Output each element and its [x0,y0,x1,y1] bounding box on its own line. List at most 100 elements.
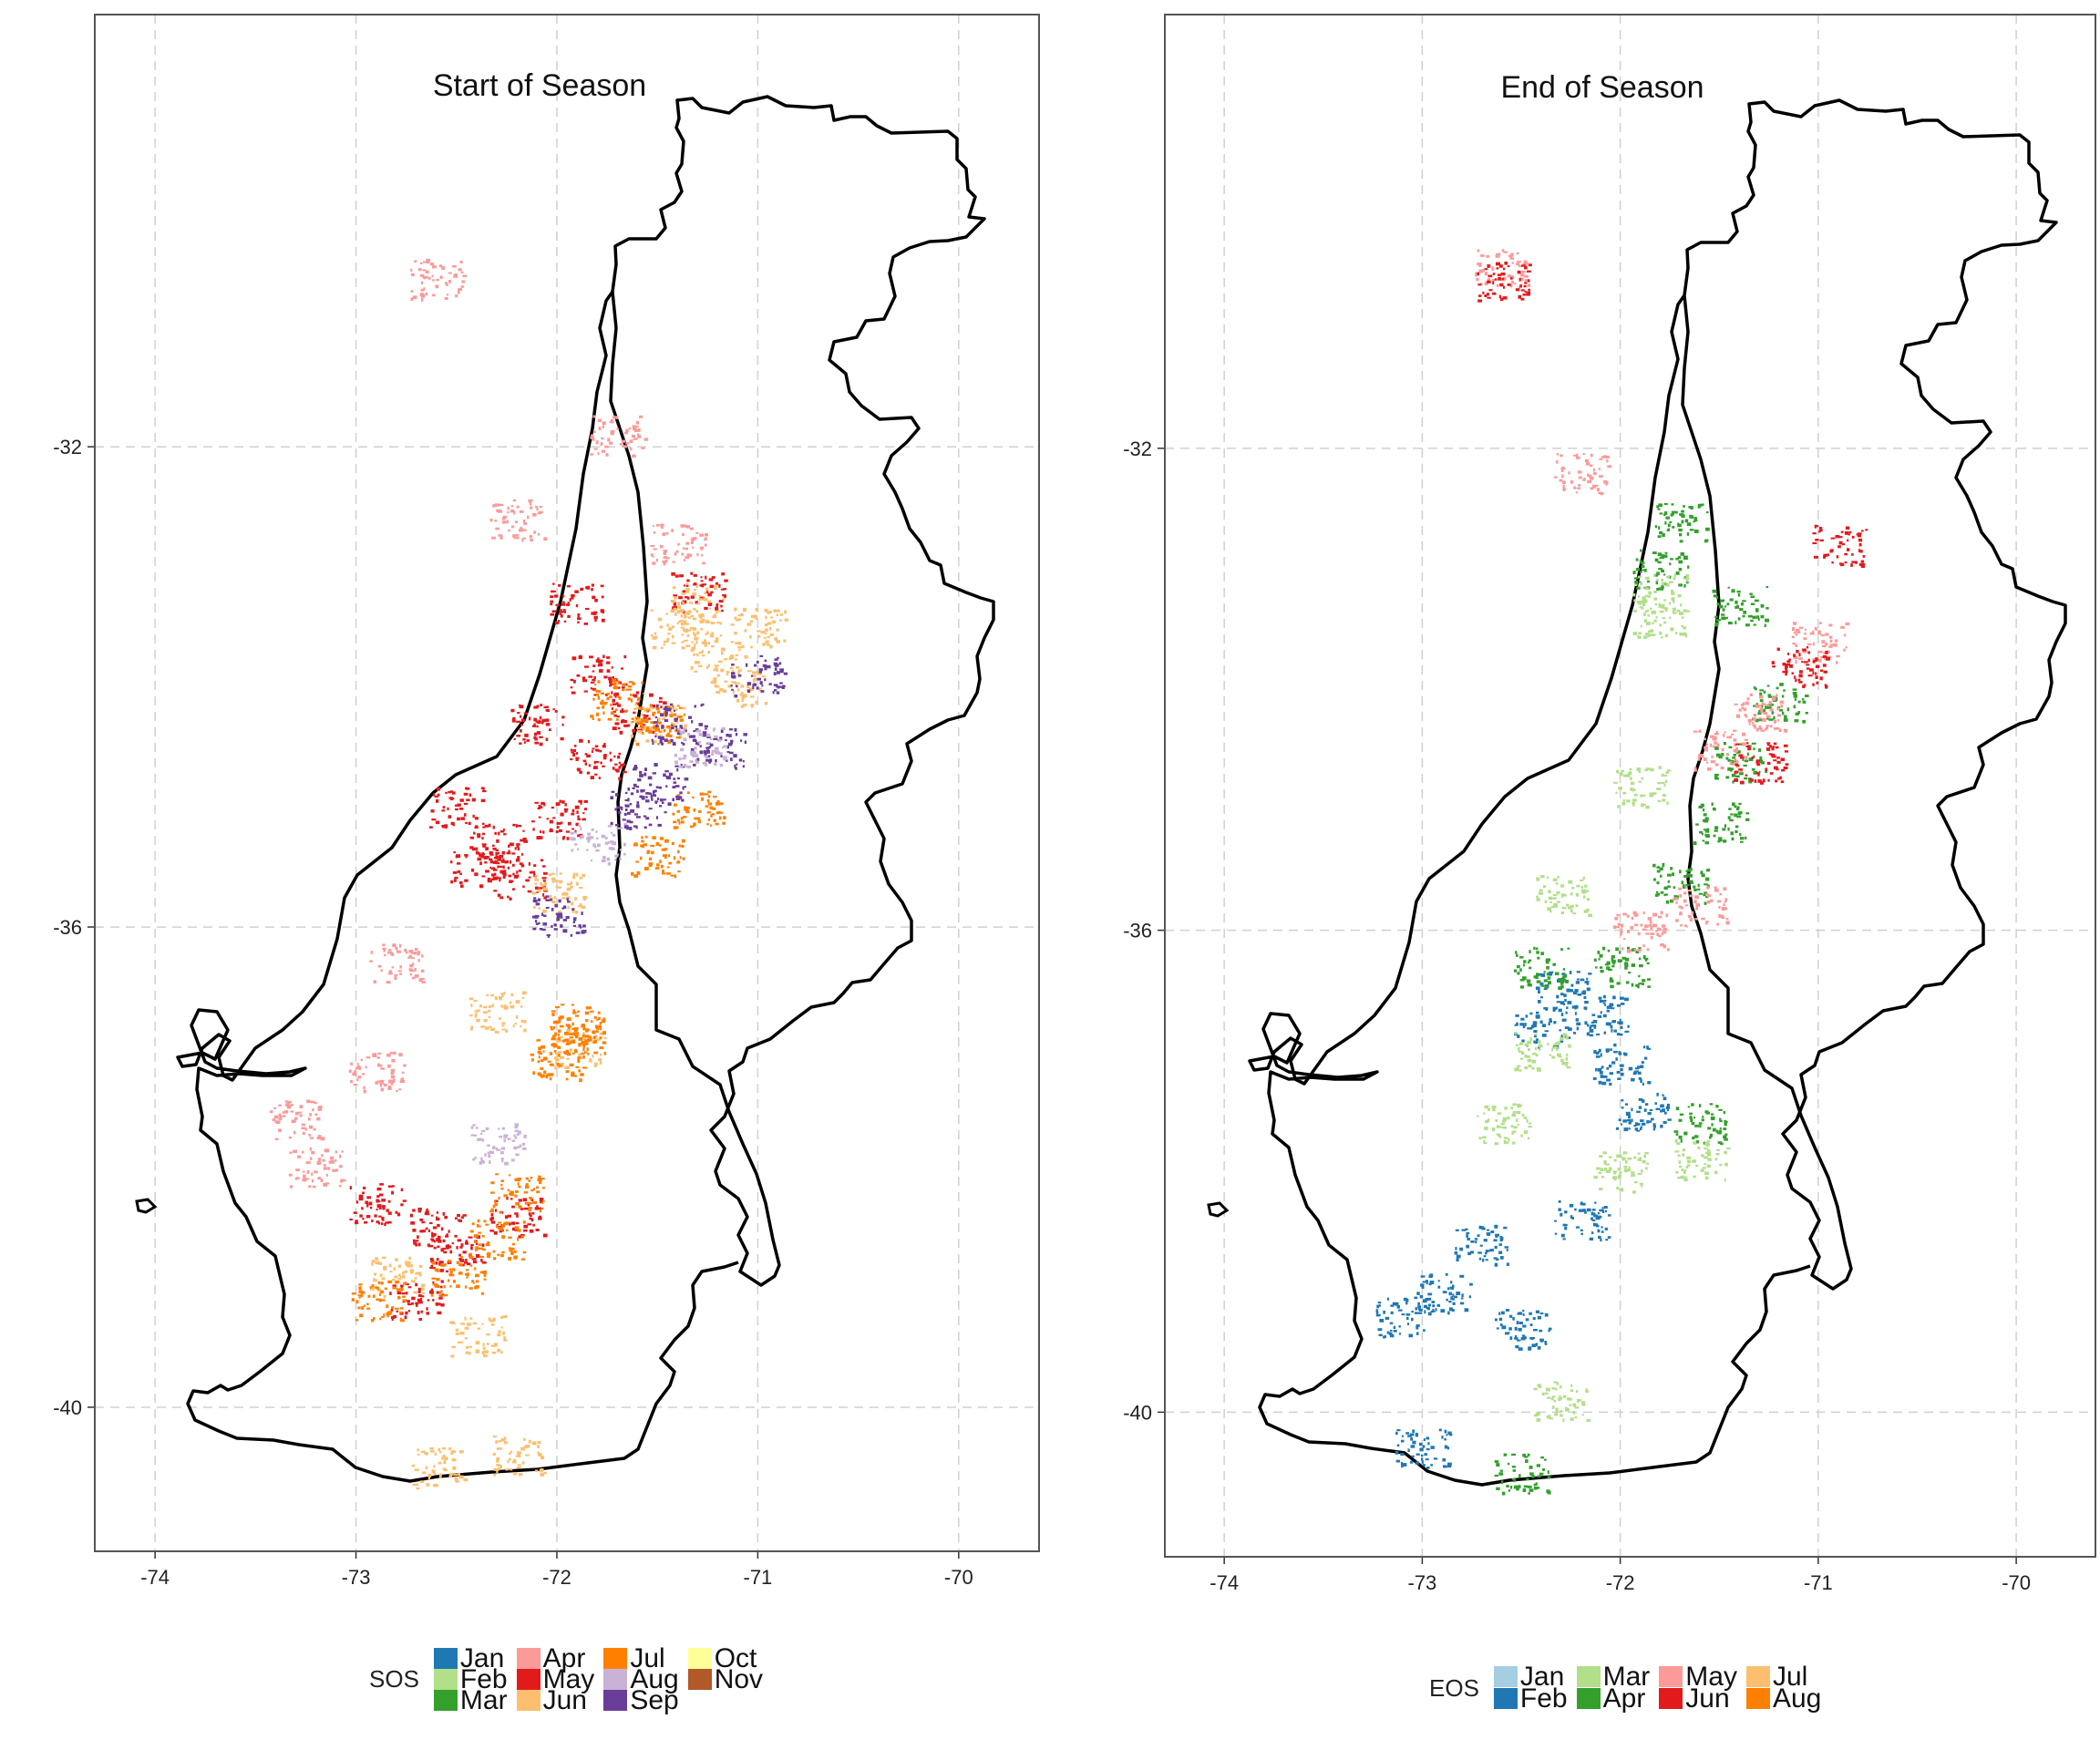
sos-data-point [611,691,613,695]
sos-data-point [577,613,580,618]
sos-data-point [644,835,648,839]
sos-data-point [542,909,547,913]
sos-data-point [441,266,446,271]
sos-data-point [690,614,695,618]
sos-data-point [560,812,564,817]
sos-data-point [488,1009,491,1013]
sos-data-point [641,447,645,449]
sos-data-point [421,1230,426,1233]
sos-data-point [429,1447,435,1450]
sos-data-point [666,637,670,642]
sos-data-point [554,1050,557,1053]
sos-data-point [496,1147,499,1150]
sos-data-point [528,862,530,866]
sos-data-point [674,754,677,757]
sos-data-point [451,1268,456,1271]
sos-data-point [419,262,423,264]
sos-data-point [581,1052,585,1055]
sos-data-point [580,926,582,929]
sos-data-point [417,1448,419,1452]
sos-data-point [778,619,783,622]
sos-data-point [562,919,568,921]
sos-data-point [519,510,524,513]
sos-data-point [595,830,598,833]
sos-data-point [538,1039,540,1042]
sos-data-point [400,1285,403,1289]
sos-data-point [529,1229,534,1233]
sos-data-point [514,847,517,850]
sos-data-point [394,973,398,976]
sos-data-point [767,635,770,639]
sos-data-point [595,849,600,852]
sos-data-point [503,1135,508,1138]
sos-data-point [677,860,680,863]
sos-data-point [469,1317,473,1320]
sos-data-point [451,265,457,268]
sos-data-point [692,751,697,755]
sos-data-point [690,825,695,828]
sos-data-point [509,897,512,901]
sos-data-point [506,1197,509,1200]
sos-data-point [697,664,703,667]
sos-data-point [463,792,468,796]
sos-data-point [707,790,712,794]
sos-data-point [445,827,448,829]
sos-data-point [582,759,587,763]
sos-data-point [478,1243,482,1246]
sos-data-point [715,603,718,608]
sos-data-point [670,609,675,613]
sos-data-point [629,820,633,824]
sos-data-point [651,738,654,742]
sos-data-point [724,579,728,582]
sos-data-point [593,1064,597,1067]
sos-data-point [592,687,597,691]
sos-data-point [457,1239,462,1242]
sos-data-points [269,258,788,1490]
sos-data-point [338,1184,342,1188]
sos-data-point [543,887,548,891]
sos-data-point [559,612,561,615]
sos-data-point [705,620,710,624]
sos-data-point [427,1212,430,1216]
sos-data-point [469,997,474,1001]
sos-data-point [273,1107,277,1109]
sos-data-point [778,685,782,688]
sos-data-point [590,776,594,780]
sos-data-point [427,1229,431,1233]
sos-data-point [784,610,787,614]
sos-data-point [322,1158,325,1162]
sos-data-point [479,1138,483,1141]
sos-data-point [673,607,677,611]
sos-data-point [350,1080,354,1084]
sos-data-point [566,1057,570,1060]
sos-data-point [630,809,634,813]
sos-data-point [273,1115,279,1119]
sos-data-point [587,839,590,843]
sos-data-point [677,602,681,606]
sos-data-point [645,739,650,743]
sos-data-point [426,1312,430,1315]
sos-data-point [429,1290,434,1294]
sos-data-point [408,950,413,953]
sos-data-point [572,917,577,920]
sos-data-point [710,824,713,827]
sos-data-point [709,737,713,741]
sos-data-point [469,1014,473,1017]
sos-data-point [363,1086,365,1090]
sos-data-point [500,1158,504,1160]
sos-data-point [489,851,493,855]
sos-data-point [317,1158,321,1162]
sos-data-point [542,1056,548,1061]
sos-data-point [513,1146,518,1150]
sos-data-point [592,697,595,701]
sos-data-point [777,671,780,674]
sos-data-point [606,692,610,695]
sos-data-point [532,899,538,903]
sos-data-point [479,1161,482,1165]
sos-data-point [678,706,683,709]
sos-data-point [473,1240,479,1243]
sos-data-point [724,658,728,661]
sos-data-point [633,874,639,878]
sos-data-point [734,764,736,768]
sos-data-point [497,1333,501,1337]
